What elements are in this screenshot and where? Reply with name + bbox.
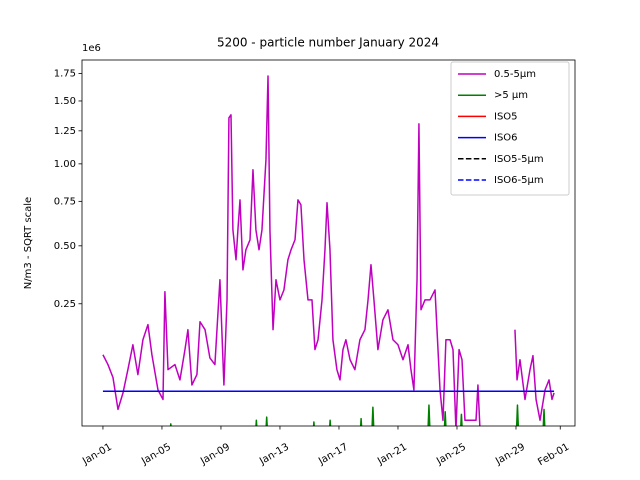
y-axis-label: N/m3 - SQRT scale — [23, 197, 34, 289]
y-tick-label: 1.50 — [54, 96, 76, 107]
y-tick-label: 1.75 — [54, 69, 76, 80]
y-tick-label: 0.25 — [54, 299, 76, 310]
legend-label: 0.5-5µm — [494, 69, 536, 80]
series-line — [102, 75, 555, 426]
legend-label: ISO6-5µm — [494, 175, 544, 186]
y-tick-label: 1.00 — [54, 159, 76, 170]
y-tick-label: 1.25 — [54, 126, 76, 137]
y-tick-label: 0.50 — [54, 241, 76, 252]
legend-label: ISO6 — [494, 133, 518, 144]
y-offset-label: 1e6 — [82, 43, 101, 54]
y-tick-label: 0.75 — [54, 196, 76, 207]
legend-label: ISO5-5µm — [494, 154, 544, 165]
plot-area — [102, 75, 555, 426]
legend-label: ISO5 — [494, 111, 518, 122]
axes-frame — [81, 59, 576, 427]
legend: 0.5-5µm >5 µm ISO5 ISO6 ISO5-5µm ISO6-5µm — [450, 61, 570, 196]
chart-title: 5200 - particle number January 2024 — [217, 36, 439, 50]
legend-label: >5 µm — [494, 90, 528, 101]
